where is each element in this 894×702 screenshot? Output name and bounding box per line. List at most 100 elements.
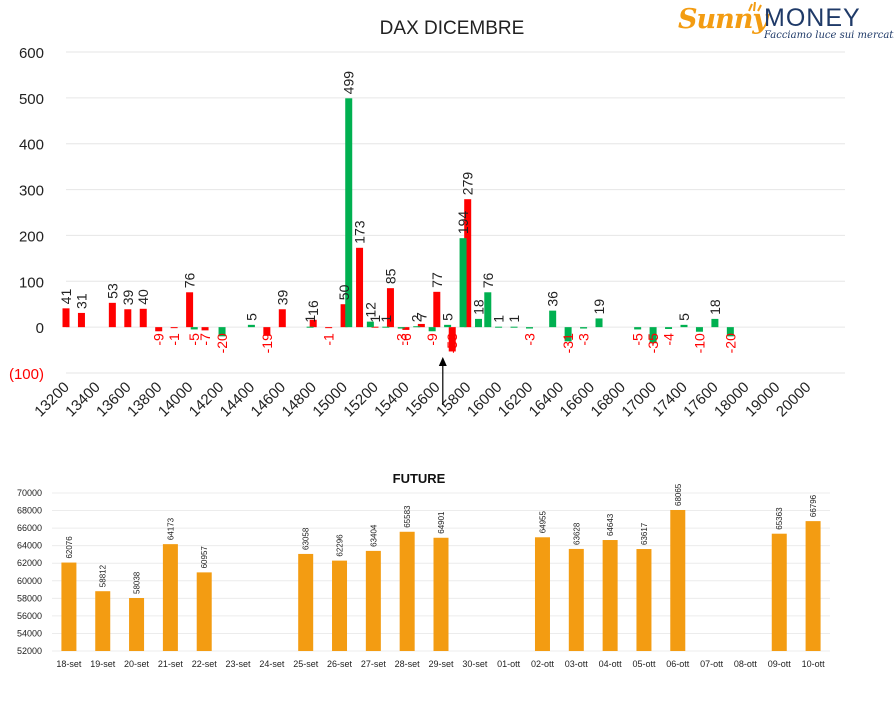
- dax-bar: [464, 199, 472, 328]
- dax-x-tick-label: 16400: [526, 379, 568, 421]
- future-x-tick-label: 30-set: [462, 659, 488, 669]
- dax-data-label: -20: [722, 333, 738, 353]
- dax-data-label: 5: [440, 313, 456, 321]
- future-data-label: 62076: [65, 536, 74, 559]
- future-bar: [162, 544, 178, 651]
- dax-bar: [201, 327, 209, 331]
- future-bar: [568, 548, 584, 651]
- future-y-tick-label: 54000: [17, 628, 42, 638]
- dax-bar: [428, 327, 436, 332]
- dax-bar: [263, 327, 271, 336]
- future-y-axis: 52000 54000 56000 58000 60000 62000 64000 66000…: [17, 488, 42, 656]
- dax-data-label: 50: [336, 284, 352, 300]
- future-x-tick-label: 18-set: [56, 659, 82, 669]
- future-data-label: 65363: [775, 507, 784, 530]
- future-x-tick-label: 03-ott: [565, 659, 589, 669]
- future-y-tick-label: 60000: [17, 576, 42, 586]
- dax-bar: [108, 302, 116, 328]
- dax-bar: [382, 326, 390, 328]
- future-bar: [298, 553, 314, 651]
- future-y-tick-label: 62000: [17, 558, 42, 568]
- dax-bar: [634, 327, 642, 330]
- future-bar: [365, 550, 381, 651]
- dax-y-tick-label: (100): [9, 366, 44, 383]
- future-x-tick-label: 07-ott: [700, 659, 724, 669]
- dax-bar: [459, 238, 467, 328]
- dax-bar: [124, 309, 132, 328]
- dax-bar: [356, 247, 364, 328]
- dax-data-label: -53: [444, 333, 460, 353]
- dax-data-label: 53: [104, 283, 120, 299]
- future-x-tick-label: 24-set: [259, 659, 285, 669]
- dax-bar: [397, 327, 405, 329]
- future-bar: [399, 531, 415, 651]
- dax-bar: [413, 326, 421, 328]
- dax-bar: [484, 292, 492, 328]
- future-bar: [196, 572, 212, 651]
- dax-data-label: 7: [413, 312, 429, 320]
- arrow-head: [438, 357, 447, 366]
- future-bar: [95, 591, 111, 651]
- dax-bar: [549, 310, 557, 328]
- future-bar: [771, 533, 787, 651]
- future-y-tick-label: 56000: [17, 611, 42, 621]
- dax-x-tick-label: 14000: [155, 379, 197, 421]
- dax-data-label: 40: [135, 289, 151, 305]
- future-data-label: 64173: [166, 517, 175, 540]
- dax-data-label: 499: [341, 71, 357, 95]
- future-bar: [129, 597, 145, 651]
- dax-x-tick-label: 14400: [217, 379, 259, 421]
- dax-y-tick-label: 0: [36, 320, 44, 337]
- future-bar: [534, 537, 550, 651]
- dax-data-label: -1: [321, 333, 337, 346]
- future-data-label: 63617: [640, 522, 649, 545]
- future-x-tick-label: 20-set: [124, 659, 150, 669]
- future-x-tick-label: 22-set: [192, 659, 218, 669]
- dax-x-tick-label: 16000: [464, 379, 506, 421]
- dax-bar: [371, 326, 379, 328]
- dax-data-label: 5: [676, 313, 692, 321]
- dax-data-label: 194: [455, 211, 471, 235]
- dax-bars: [62, 98, 734, 352]
- dax-chart-title: DAX DICEMBRE: [380, 18, 525, 39]
- dax-data-label: 18: [707, 299, 723, 315]
- future-x-tick-label: 06-ott: [666, 659, 690, 669]
- future-x-tick-label: 23-set: [226, 659, 252, 669]
- future-bars: [61, 509, 821, 651]
- dax-x-tick-label: 15400: [371, 379, 413, 421]
- dax-bar: [170, 327, 178, 329]
- dax-data-label: 76: [480, 273, 496, 289]
- dax-x-tick-label: 13400: [62, 379, 104, 421]
- dax-data-label: -10: [691, 333, 707, 353]
- dax-bar: [475, 318, 483, 328]
- dax-data-label: 39: [120, 289, 136, 305]
- dax-y-tick-label: 600: [19, 45, 44, 62]
- dax-data-label: -3: [522, 333, 538, 346]
- future-x-tick-label: 19-set: [90, 659, 116, 669]
- dax-data-label: -19: [259, 333, 275, 353]
- sunny-money-logo: Sunny MONEY Facciamo luce sui mercati: [678, 2, 894, 44]
- dax-data-label: 18: [471, 299, 487, 315]
- dax-bar: [366, 321, 374, 328]
- dax-bar: [186, 292, 194, 328]
- future-x-tick-label: 28-set: [395, 659, 421, 669]
- future-x-tick-label: 26-set: [327, 659, 353, 669]
- future-x-tick-label: 08-ott: [734, 659, 758, 669]
- future-bar: [670, 509, 686, 651]
- dax-bar: [665, 327, 673, 329]
- dax-bar: [448, 327, 456, 352]
- dax-y-tick-label: 200: [19, 228, 44, 245]
- future-y-tick-label: 66000: [17, 523, 42, 533]
- dax-data-label: 1: [506, 315, 522, 323]
- future-data-label: 62296: [336, 534, 345, 557]
- future-y-tick-label: 70000: [17, 488, 42, 498]
- dax-bar: [726, 327, 734, 337]
- dax-data-label: -7: [197, 333, 213, 346]
- dax-bar: [345, 98, 353, 328]
- dax-bar: [417, 323, 425, 328]
- logo-brand-left: Sunny: [678, 4, 768, 35]
- dax-bar: [444, 324, 452, 328]
- dax-data-label: -20: [214, 333, 230, 353]
- future-bar: [805, 521, 821, 651]
